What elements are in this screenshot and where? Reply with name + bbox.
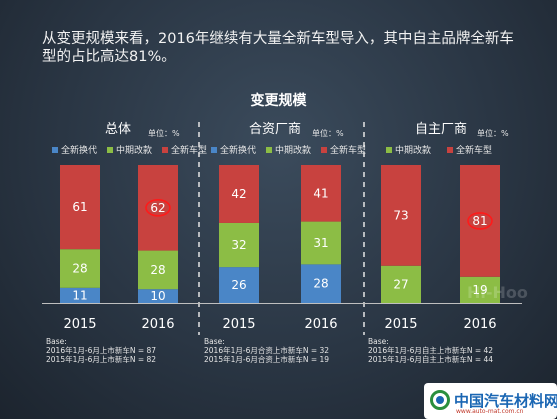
logo-url: www.auto-mat.com.cn	[456, 408, 524, 415]
legend-label: 全新换代	[61, 146, 98, 156]
data-label: 42	[231, 187, 246, 201]
data-label: 31	[313, 236, 328, 250]
legend-swatch-green	[266, 146, 273, 153]
legend-item: 中期改款	[107, 143, 152, 156]
data-label: 73	[393, 208, 408, 222]
legend-label: 全新换代	[220, 146, 257, 156]
bar-segment	[138, 250, 178, 290]
tick-label: 2015	[384, 317, 417, 332]
bar-segment	[460, 165, 500, 277]
unit-label-overall: 单位：%	[148, 129, 180, 138]
base-note-line: Base:	[46, 337, 67, 346]
panel-title-overall: 总体	[104, 122, 131, 137]
bar-segment	[301, 264, 341, 303]
site-logo[interactable]: 中国汽车材料网 www.auto-mat.com.cn	[424, 383, 557, 419]
legend-jv: 全新换代 中期改款 全新车型	[211, 143, 366, 156]
data-label: 11	[72, 288, 87, 302]
bar-segment	[301, 221, 341, 265]
legend-item: 全新车型	[321, 143, 366, 156]
base-note-line: 2016年1月-6月上市新车N = 87	[46, 346, 157, 355]
base-note-line: 2016年1月-6月合资上市新车N = 32	[204, 346, 330, 355]
legend-swatch-red	[447, 146, 454, 153]
bar-segment	[460, 276, 500, 303]
legend-label: 中期改款	[116, 146, 153, 156]
legend-swatch-red	[321, 146, 328, 153]
legend-label: 全新车型	[171, 146, 208, 156]
legend-label: 全新车型	[330, 146, 367, 156]
data-label: 10	[150, 289, 165, 303]
chart-title: 变更规模	[250, 93, 307, 109]
base-note-jv: Base: 2016年1月-6月合资上市新车N = 32 2015年1月-6月合…	[204, 337, 329, 364]
data-label: 28	[150, 263, 165, 277]
legend-swatch-blue	[52, 146, 58, 153]
panel-title-domestic: 自主厂商	[414, 122, 467, 137]
tick-label: 2015	[63, 317, 96, 332]
base-note-line: 2016年1月-6月自主上市新车N = 42	[368, 346, 494, 355]
legend-swatch-green	[107, 146, 114, 153]
base-note-overall: Base: 2016年1月-6月上市新车N = 87 2015年1月-6月上市新…	[46, 337, 156, 364]
bar-segment	[60, 165, 100, 250]
legend-item: 全新车型	[162, 143, 207, 156]
legend-item: 中期改款	[386, 143, 431, 156]
base-note-line: Base:	[204, 337, 225, 346]
legend-label: 全新车型	[456, 146, 493, 156]
legend-item: 全新换代	[211, 143, 256, 156]
watermark: Hi-Hoo	[467, 283, 528, 302]
tick-label: 2015	[222, 317, 255, 332]
bar-segment	[219, 165, 259, 223]
base-note-line: Base:	[368, 337, 389, 346]
data-label: 28	[72, 262, 87, 276]
highlight-circle	[145, 198, 171, 217]
legend-item: 全新换代	[52, 143, 97, 156]
bar-segment	[301, 165, 341, 222]
data-label: 81	[472, 214, 487, 228]
bar-segment	[60, 287, 100, 303]
legend-swatch-green	[386, 146, 392, 153]
data-label: 61	[72, 200, 87, 214]
legend-swatch-red	[162, 146, 169, 153]
data-label: 27	[393, 277, 408, 291]
data-label: 28	[313, 277, 328, 291]
unit-label-jv: 单位：%	[312, 129, 344, 138]
highlight-circle	[467, 212, 493, 230]
bar-segment	[219, 222, 259, 268]
legend-overall: 全新换代 中期改款 全新车型	[52, 143, 207, 156]
panel-title-jv: 合资厂商	[248, 122, 301, 137]
bar-segment	[138, 289, 178, 303]
headline: 从变更规模来看，2016年继续有大量全新车型导入，其中自主品牌全新车型的占比高达…	[42, 31, 514, 65]
legend-swatch-blue	[211, 146, 217, 153]
legend-domestic: 中期改款 全新车型	[386, 143, 492, 156]
legend-item: 全新车型	[447, 143, 492, 156]
data-label: 19	[472, 283, 487, 297]
bar-segment	[219, 267, 259, 303]
bar-segment	[381, 165, 421, 266]
logo-text: 中国汽车材料网	[454, 392, 557, 410]
data-label: 32	[231, 238, 246, 252]
bar-segment	[60, 249, 100, 288]
data-label: 41	[313, 186, 328, 200]
base-note-line: 2015年1月-6月合资上市新车N = 19	[204, 355, 330, 364]
tick-label: 2016	[463, 317, 496, 332]
bar-segment	[138, 165, 178, 251]
legend-label: 中期改款	[395, 146, 432, 156]
data-label: 62	[150, 201, 165, 215]
bar-segment	[381, 265, 421, 303]
base-note-line: 2015年1月-6月自主上市新车N = 44	[368, 355, 494, 364]
unit-label-domestic: 单位：%	[477, 129, 509, 138]
legend-label: 中期改款	[275, 146, 312, 156]
tick-label: 2016	[141, 317, 174, 332]
data-label: 26	[231, 278, 246, 292]
base-note-domestic: Base: 2016年1月-6月自主上市新车N = 42 2015年1月-6月自…	[368, 337, 493, 364]
tick-label: 2016	[304, 317, 337, 332]
globe-icon	[430, 390, 450, 410]
legend-item: 中期改款	[266, 143, 311, 156]
base-note-line: 2015年1月-6月上市新车N = 82	[46, 355, 157, 364]
